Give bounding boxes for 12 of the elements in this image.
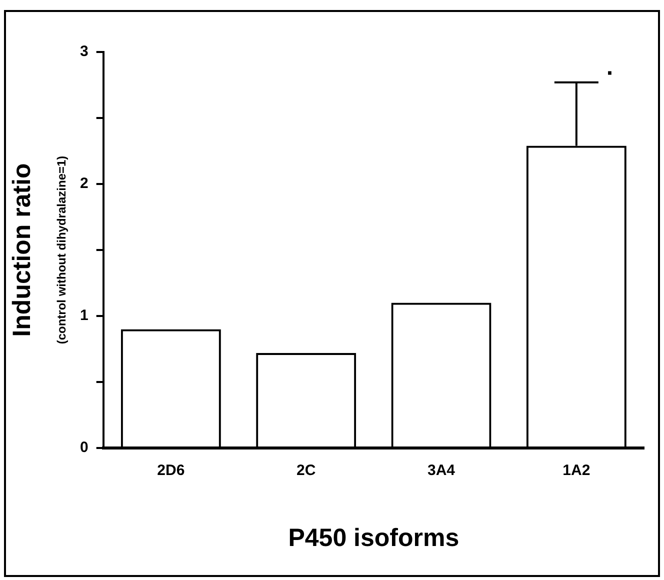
y-tick-label: 0 (80, 439, 88, 456)
text: (control without dihydralazine=1) (54, 156, 68, 344)
annotation: · (606, 60, 614, 87)
y-tick-label: 3 (80, 43, 88, 60)
x-tick-label: 2D6 (157, 462, 185, 480)
y-tick-label: 2 (80, 175, 88, 192)
x-tick-label: 3A4 (427, 462, 456, 480)
y-axis-title: Induction ratio (8, 163, 36, 337)
x-tick-label: 2C (296, 462, 316, 480)
y-tick-label: 1 (80, 307, 88, 324)
x-axis-title: P450 isoforms (288, 524, 460, 552)
x-tick-label: 1A2 (562, 462, 590, 480)
